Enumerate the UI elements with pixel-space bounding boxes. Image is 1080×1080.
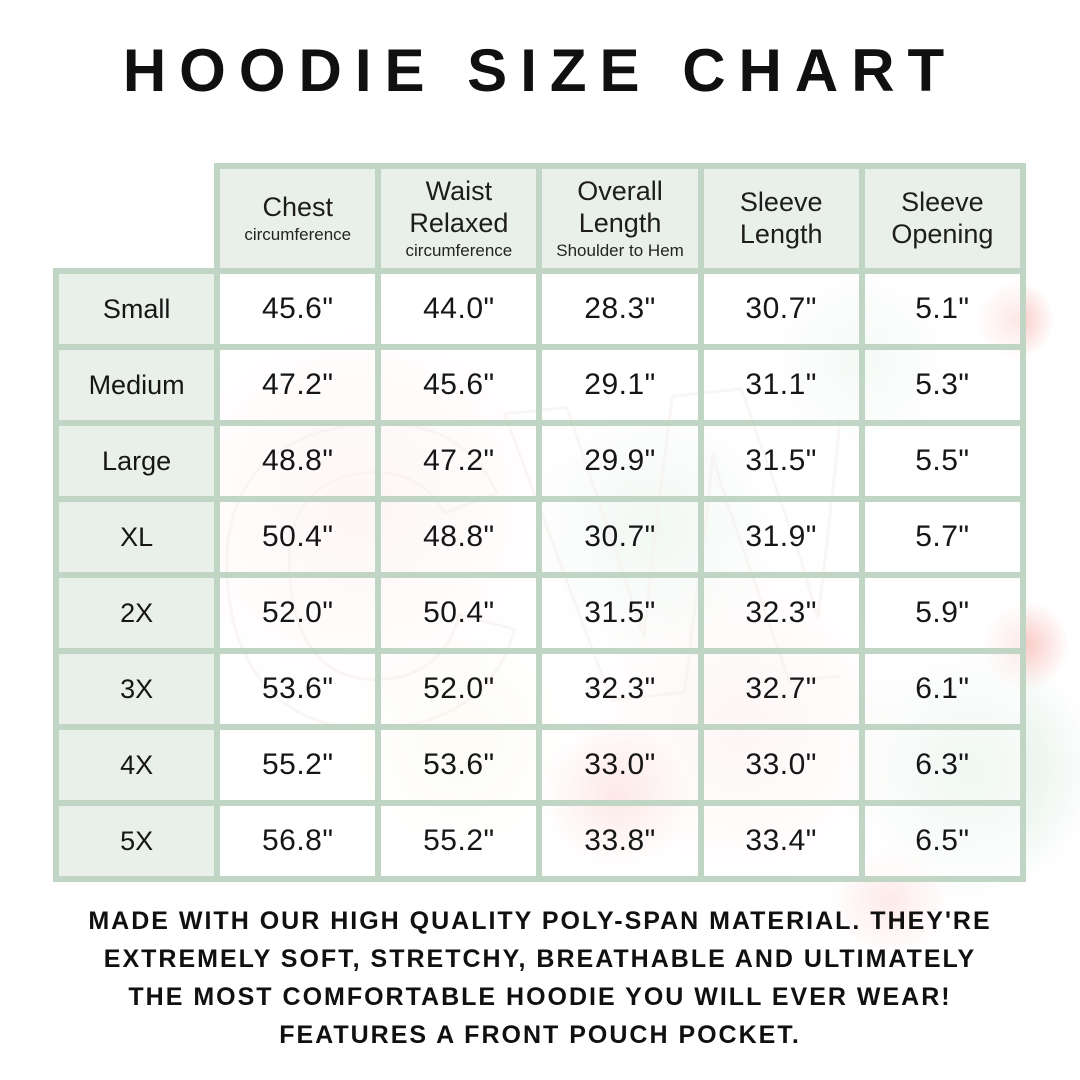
column-header-overall-length: Overall Length Shoulder to Hem (536, 163, 704, 274)
size-label: 2X (52, 572, 221, 654)
table-row-5x: 5X 56.8" 55.2" 33.8" 33.4" 6.5" (52, 800, 1027, 882)
table-cell: 6.5" (858, 800, 1027, 882)
column-header-waist: Waist Relaxed circumference (375, 163, 543, 274)
table-cell: 32.3" (697, 572, 865, 654)
table-cell: 30.7" (536, 496, 704, 578)
table-row-3x: 3X 53.6" 52.0" 32.3" 32.7" 6.1" (52, 648, 1027, 730)
size-label: Large (52, 420, 221, 502)
table-row-2x: 2X 52.0" 50.4" 31.5" 32.3" 5.9" (52, 572, 1027, 654)
column-header-sleeve-length: Sleeve Length (697, 163, 865, 274)
description-line: MADE WITH OUR HIGH QUALITY POLY-SPAN MAT… (88, 907, 992, 935)
column-label: Sleeve Length (739, 186, 823, 249)
table-cell: 48.8" (375, 496, 543, 578)
table-cell: 53.6" (375, 724, 543, 806)
table-cell: 52.0" (214, 572, 382, 654)
table-cell: 30.7" (697, 268, 865, 350)
table-cell: 5.1" (858, 268, 1027, 350)
size-label: Small (52, 268, 221, 350)
column-sublabel: Shoulder to Hem (556, 241, 684, 261)
table-cell: 56.8" (214, 800, 382, 882)
description-line: THE MOST COMFORTABLE HOODIE YOU WILL EVE… (128, 983, 952, 1011)
table-cell: 33.0" (697, 724, 865, 806)
table-cell: 47.2" (375, 420, 543, 502)
table-row-small: Small 45.6" 44.0" 28.3" 30.7" 5.1" (52, 268, 1027, 350)
table-cell: 29.9" (536, 420, 704, 502)
table-cell: 6.3" (858, 724, 1027, 806)
blank-corner-cell (56, 166, 217, 271)
description-text: MADE WITH OUR HIGH QUALITY POLY-SPAN MAT… (0, 902, 1080, 1054)
table-cell: 31.5" (536, 572, 704, 654)
table-cell: 53.6" (214, 648, 382, 730)
table-cell: 6.1" (858, 648, 1027, 730)
table-cell: 45.6" (375, 344, 543, 426)
table-cell: 5.9" (858, 572, 1027, 654)
column-header-sleeve-opening: Sleeve Opening (858, 163, 1027, 274)
table-cell: 45.6" (214, 268, 382, 350)
table-cell: 5.7" (858, 496, 1027, 578)
table-cell: 55.2" (375, 800, 543, 882)
description-line: EXTREMELY SOFT, STRETCHY, BREATHABLE AND… (103, 945, 977, 973)
table-cell: 29.1" (536, 344, 704, 426)
table-cell: 31.1" (697, 344, 865, 426)
table-cell: 50.4" (214, 496, 382, 578)
table-cell: 32.7" (697, 648, 865, 730)
table-cell: 33.4" (697, 800, 865, 882)
page-title: HOODIE SIZE CHART (122, 37, 958, 104)
table-cell: 50.4" (375, 572, 543, 654)
table-row-xl: XL 50.4" 48.8" 30.7" 31.9" 5.7" (52, 496, 1027, 578)
table-row-4x: 4X 55.2" 53.6" 33.0" 33.0" 6.3" (52, 724, 1027, 806)
size-chart-table: Chest circumference Waist Relaxed circum… (52, 163, 1027, 882)
column-label: Chest (262, 191, 333, 222)
description-line: FEATURES A FRONT POUCH POCKET. (279, 1021, 801, 1049)
column-sublabel: circumference (244, 225, 352, 245)
table-cell: 5.3" (858, 344, 1027, 426)
table-cell: 55.2" (214, 724, 382, 806)
column-label: Sleeve Opening (891, 186, 994, 249)
size-label: XL (52, 496, 221, 578)
column-header-chest: Chest circumference (214, 163, 382, 274)
table-row-large: Large 48.8" 47.2" 29.9" 31.5" 5.5" (52, 420, 1027, 502)
size-label: Medium (52, 344, 221, 426)
table-cell: 48.8" (214, 420, 382, 502)
table-cell: 47.2" (214, 344, 382, 426)
column-label: Overall Length (577, 175, 663, 238)
size-label: 4X (52, 724, 221, 806)
table-cell: 33.0" (536, 724, 704, 806)
table-cell: 31.9" (697, 496, 865, 578)
table-cell: 28.3" (536, 268, 704, 350)
size-label: 5X (52, 800, 221, 882)
table-cell: 33.8" (536, 800, 704, 882)
header-row: Chest circumference Waist Relaxed circum… (56, 163, 1027, 274)
table-cell: 52.0" (375, 648, 543, 730)
column-sublabel: circumference (405, 241, 513, 261)
table-row-medium: Medium 47.2" 45.6" 29.1" 31.1" 5.3" (52, 344, 1027, 426)
table-cell: 31.5" (697, 420, 865, 502)
column-label: Waist Relaxed (409, 175, 509, 238)
table-cell: 5.5" (858, 420, 1027, 502)
table-cell: 44.0" (375, 268, 543, 350)
table-cell: 32.3" (536, 648, 704, 730)
size-label: 3X (52, 648, 221, 730)
